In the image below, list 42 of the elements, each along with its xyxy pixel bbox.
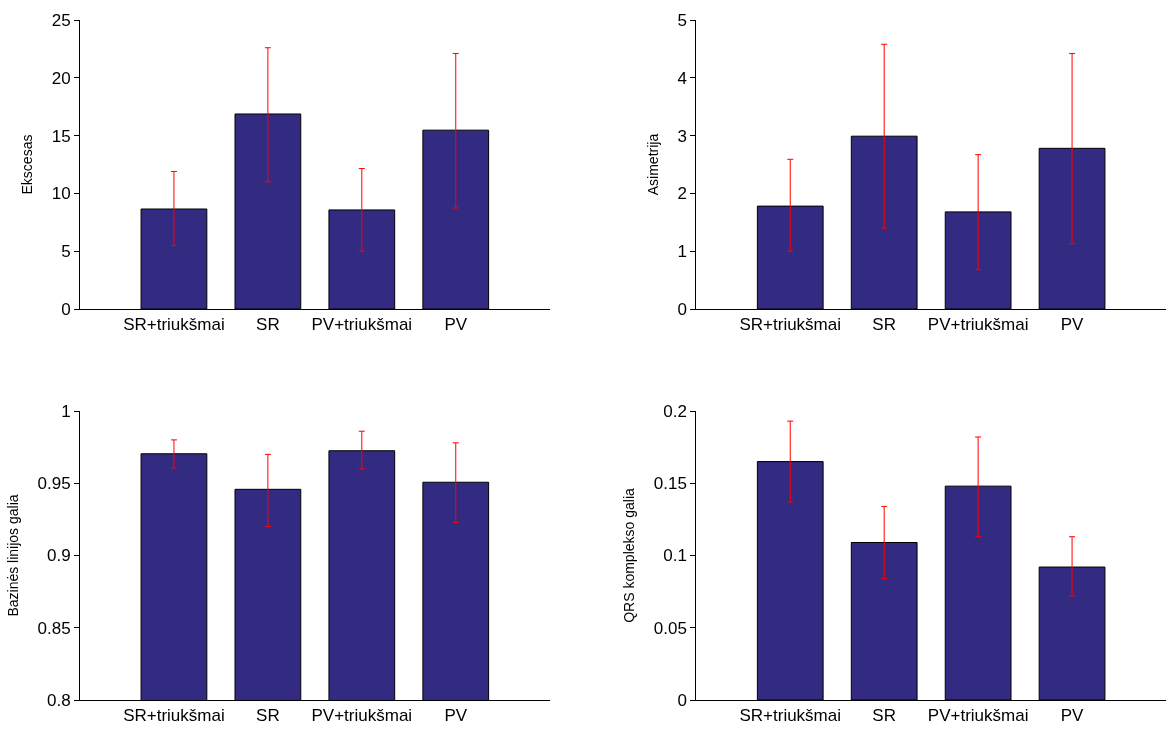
y-tick-label: 0.2 [663, 401, 687, 421]
y-tick-label: 0.8 [46, 690, 71, 710]
y-tick-label: 0 [677, 299, 687, 319]
x-tick-label: PV+triukšmai [927, 315, 1029, 335]
y-axis-title: Asimetrija [645, 133, 662, 196]
y-tick-label: 1 [677, 242, 687, 262]
y-tick-label: 0 [61, 299, 71, 319]
x-tick-label: SR [256, 315, 280, 335]
x-tick-label: SR [872, 315, 896, 335]
y-tick-label: 0.15 [653, 474, 687, 494]
y-tick-label: 2 [677, 184, 687, 204]
x-tick-label: SR+triukšmai [123, 315, 225, 335]
x-tick-label: PV+triukšmai [927, 706, 1029, 726]
y-tick-label: 3 [677, 126, 687, 146]
x-tick-label: PV [1060, 706, 1085, 726]
y-tick-label: 1 [61, 401, 71, 421]
y-tick-label: 0.95 [37, 474, 71, 494]
x-tick-label: SR+triukšmai [739, 315, 842, 335]
x-tick-label: SR+triukšmai [739, 706, 842, 726]
y-axis-title: Ekscesas [19, 134, 36, 195]
y-tick-label: 0.05 [653, 618, 687, 638]
y-axis-title: Bazinės linijos galia [5, 494, 22, 617]
y-tick-label: 0.1 [663, 546, 687, 566]
y-tick-label: 4 [677, 68, 687, 88]
x-tick-label: PV+triukšmai [311, 315, 413, 335]
x-tick-label: SR [872, 706, 896, 726]
x-tick-label: PV+triukšmai [311, 706, 413, 726]
x-tick-label: SR [256, 706, 280, 726]
y-tick-label: 0 [677, 690, 687, 710]
y-tick-label: 25 [51, 10, 71, 30]
x-tick-label: SR+triukšmai [123, 706, 225, 726]
y-tick-label: 5 [61, 242, 71, 262]
y-tick-label: 20 [51, 68, 71, 88]
y-tick-label: 10 [51, 184, 71, 204]
x-tick-label: PV [1060, 315, 1085, 335]
y-tick-label: 0.9 [46, 546, 71, 566]
y-tick-label: 15 [51, 126, 71, 146]
x-tick-label: PV [444, 706, 468, 726]
x-tick-label: PV [444, 315, 468, 335]
y-tick-label: 0.85 [37, 618, 71, 638]
y-tick-label: 5 [677, 10, 687, 30]
y-axis-title: QRS komplekso galia [621, 487, 638, 623]
